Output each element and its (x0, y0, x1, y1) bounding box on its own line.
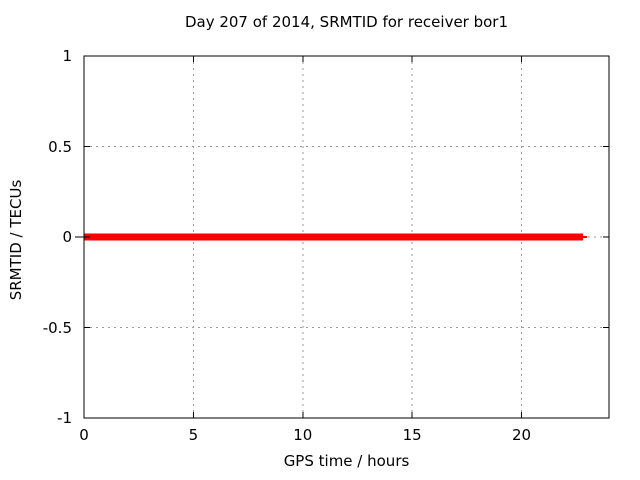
y-tick-label: -1 (57, 409, 72, 427)
y-tick-label: 0.5 (48, 137, 72, 156)
y-tick-label: 1 (62, 47, 72, 65)
x-tick-label: 5 (188, 426, 199, 444)
x-tick-label: 10 (293, 426, 313, 444)
y-tick-label: 0 (62, 228, 72, 246)
x-tick-label: 15 (402, 426, 422, 444)
y-tick-label: -0.5 (42, 318, 72, 337)
chart-title: Day 207 of 2014, SRMTID for receiver bor… (184, 13, 509, 31)
x-axis-label: GPS time / hours (283, 452, 410, 470)
x-tick-label: 0 (79, 426, 89, 444)
plot-border (83, 55, 610, 419)
x-tick-label: 20 (511, 426, 532, 444)
